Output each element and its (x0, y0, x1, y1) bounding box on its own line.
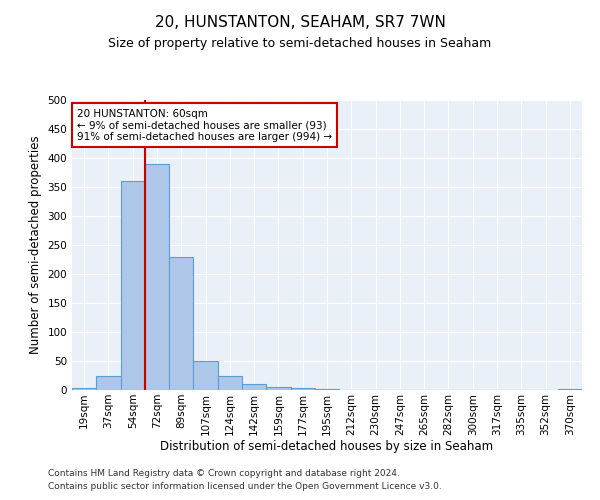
Bar (193, 361, 218, 390)
Bar (218, 376, 242, 390)
Bar (242, 384, 266, 390)
Bar (96, 376, 121, 390)
Bar (72, 388, 96, 390)
Text: 20 HUNSTANTON: 60sqm
← 9% of semi-detached houses are smaller (93)
91% of semi-d: 20 HUNSTANTON: 60sqm ← 9% of semi-detach… (77, 108, 332, 142)
Text: Size of property relative to semi-detached houses in Seaham: Size of property relative to semi-detach… (109, 38, 491, 51)
Y-axis label: Number of semi-detached properties: Number of semi-detached properties (29, 136, 42, 354)
Bar (290, 388, 315, 390)
Bar (266, 387, 290, 390)
Bar (121, 181, 145, 390)
Bar (145, 164, 169, 390)
Bar (169, 256, 193, 390)
X-axis label: Distribution of semi-detached houses by size in Seaham: Distribution of semi-detached houses by … (160, 440, 494, 454)
Text: Contains HM Land Registry data © Crown copyright and database right 2024.: Contains HM Land Registry data © Crown c… (48, 468, 400, 477)
Text: Contains public sector information licensed under the Open Government Licence v3: Contains public sector information licen… (48, 482, 442, 491)
Text: 20, HUNSTANTON, SEAHAM, SR7 7WN: 20, HUNSTANTON, SEAHAM, SR7 7WN (155, 15, 445, 30)
